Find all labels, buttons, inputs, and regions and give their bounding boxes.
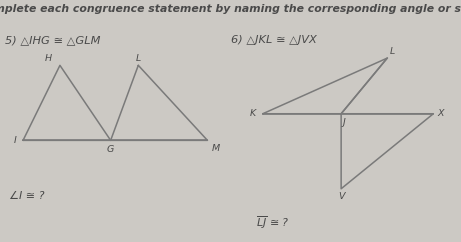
Text: L: L	[136, 54, 141, 63]
Text: K: K	[250, 109, 256, 118]
Text: I: I	[14, 136, 17, 145]
Text: Complete each congruence statement by naming the corresponding angle or side.: Complete each congruence statement by na…	[0, 4, 461, 14]
Text: 6) △JKL ≅ △JVX: 6) △JKL ≅ △JVX	[230, 35, 316, 45]
Text: ∠I ≅ ?: ∠I ≅ ?	[9, 191, 45, 201]
Text: V: V	[338, 192, 344, 201]
Text: L: L	[390, 47, 395, 56]
Text: $\overline{LJ}$ ≅ ?: $\overline{LJ}$ ≅ ?	[256, 214, 290, 231]
Text: X: X	[437, 109, 444, 118]
Text: 5) △IHG ≅ △GLM: 5) △IHG ≅ △GLM	[5, 35, 100, 45]
Text: J: J	[342, 118, 345, 127]
Text: H: H	[45, 54, 52, 63]
Text: M: M	[212, 144, 220, 153]
Text: G: G	[107, 145, 114, 154]
